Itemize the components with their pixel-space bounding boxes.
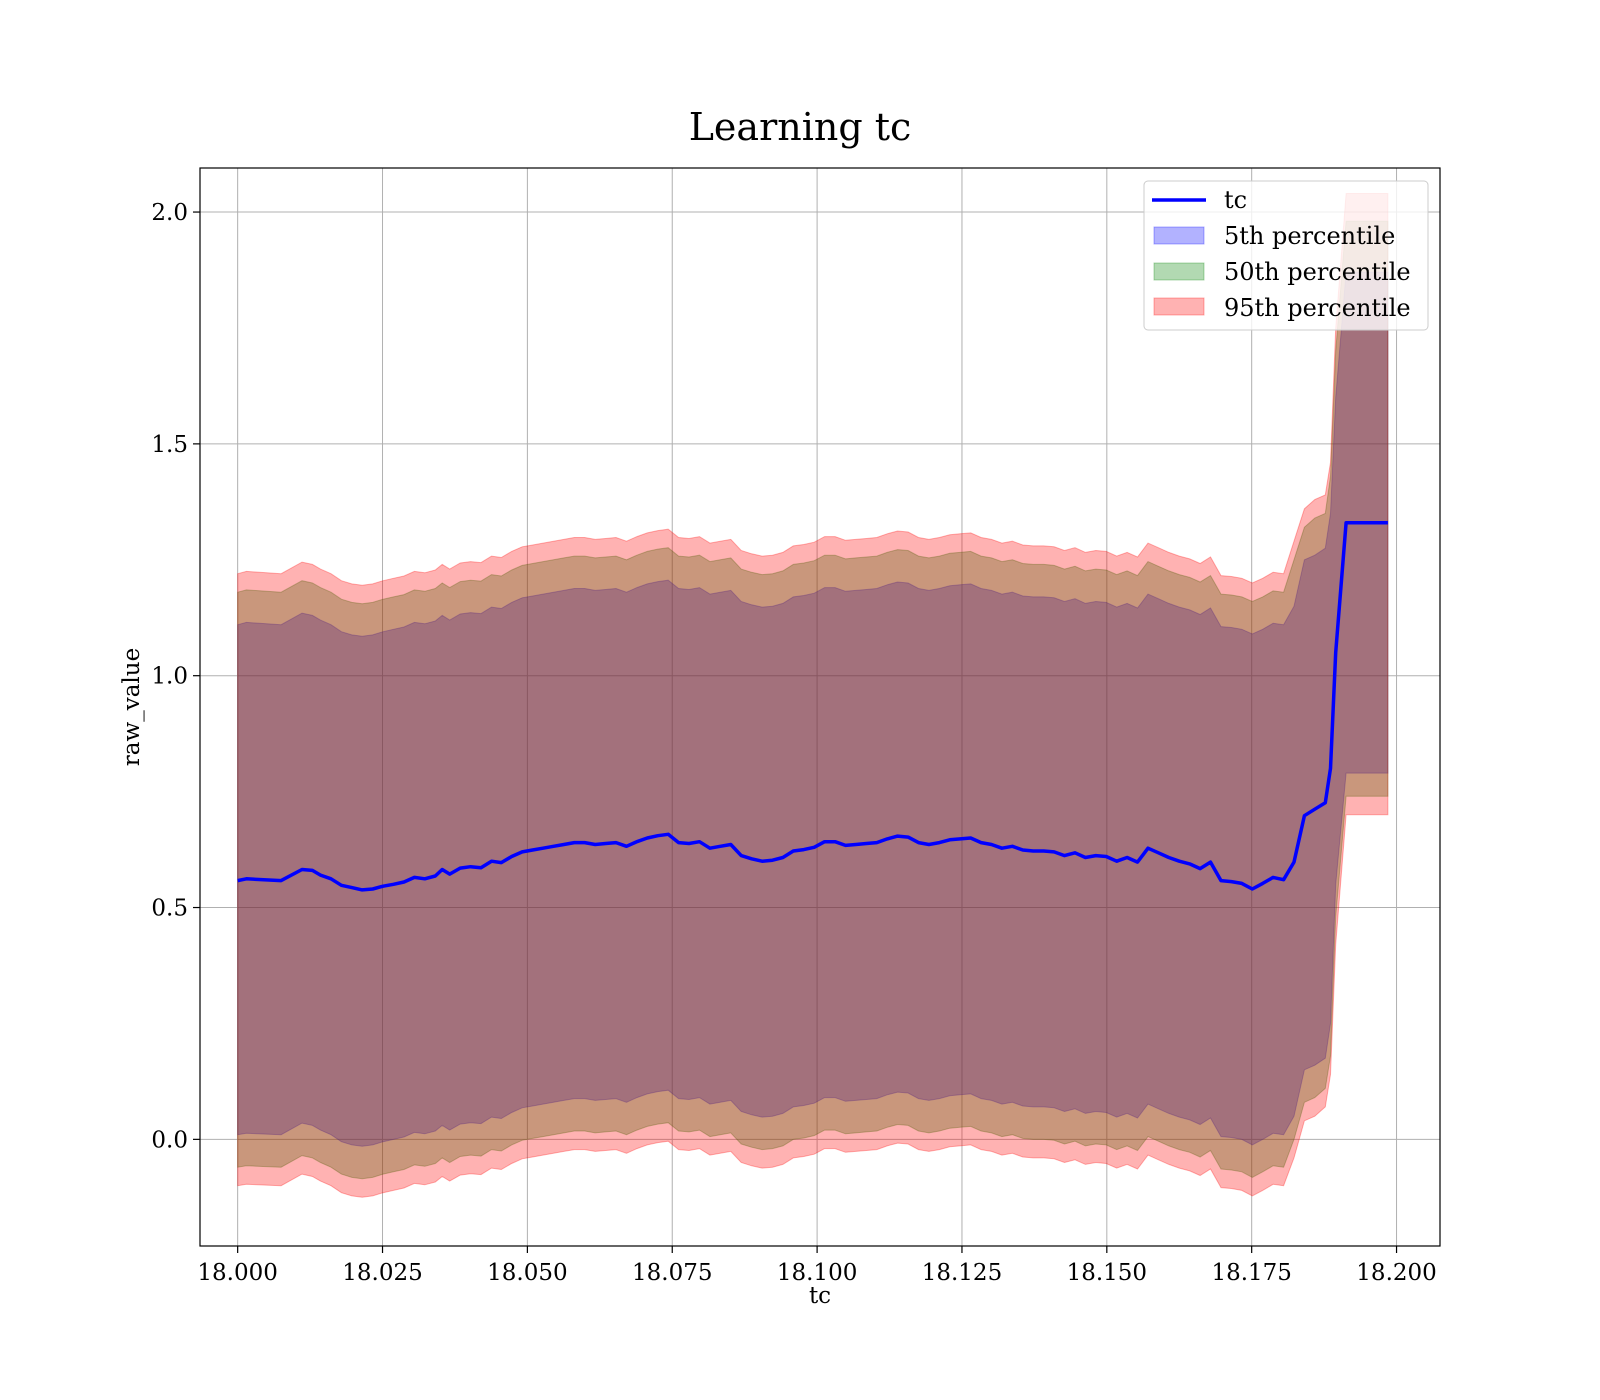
plot-frame (199, 167, 1441, 1247)
x-tick-label: 18.075 (632, 1260, 712, 1286)
x-tick-label: 18.100 (777, 1260, 857, 1286)
legend-swatch-5th-percentile (1153, 226, 1205, 245)
band-95th-percentile (237, 193, 1389, 1198)
y-tick-label: 0.5 (151, 896, 188, 922)
chart-title: Learning tc (689, 105, 912, 149)
legend-frame (1143, 180, 1429, 331)
y-tick-label: 1.0 (151, 664, 188, 690)
legend: tc 5th percentile 50th percentile 95th p… (1143, 180, 1429, 331)
percentile-bands (237, 193, 1389, 1198)
y-tick-label: 0.0 (151, 1127, 188, 1153)
x-axis-ticks: 18.000 18.025 18.050 18.075 18.100 18.125 18.1… (197, 1246, 1437, 1286)
legend-label-tc: tc (1224, 186, 1247, 214)
x-tick-label: 18.200 (1356, 1260, 1436, 1286)
x-tick-label: 18.050 (487, 1260, 567, 1286)
y-tick-label: 2.0 (151, 200, 188, 226)
legend-label-5th-percentile: 5th percentile (1224, 222, 1395, 250)
band-5th-percentile (237, 271, 1389, 1147)
y-axis-ticks: 0.0 0.5 1.0 1.5 2.0 (151, 200, 200, 1153)
y-tick-label: 1.5 (151, 432, 188, 458)
x-tick-label: 18.000 (197, 1260, 277, 1286)
series-lines (237, 520, 1388, 892)
legend-swatch-95th-percentile (1153, 297, 1205, 316)
x-tick-label: 18.025 (342, 1260, 422, 1286)
x-axis-label: tc (809, 1283, 831, 1309)
x-tick-label: 18.175 (1211, 1260, 1291, 1286)
legend-label-50th-percentile: 50th percentile (1224, 258, 1411, 286)
tc-line (237, 520, 1388, 892)
band-50th-percentile (237, 220, 1389, 1180)
legend-label-95th-percentile: 95th percentile (1224, 294, 1411, 322)
x-tick-label: 18.125 (922, 1260, 1002, 1286)
x-tick-label: 18.150 (1067, 1260, 1147, 1286)
y-axis-label: raw_value (119, 648, 145, 766)
legend-swatch-50th-percentile (1153, 262, 1205, 281)
